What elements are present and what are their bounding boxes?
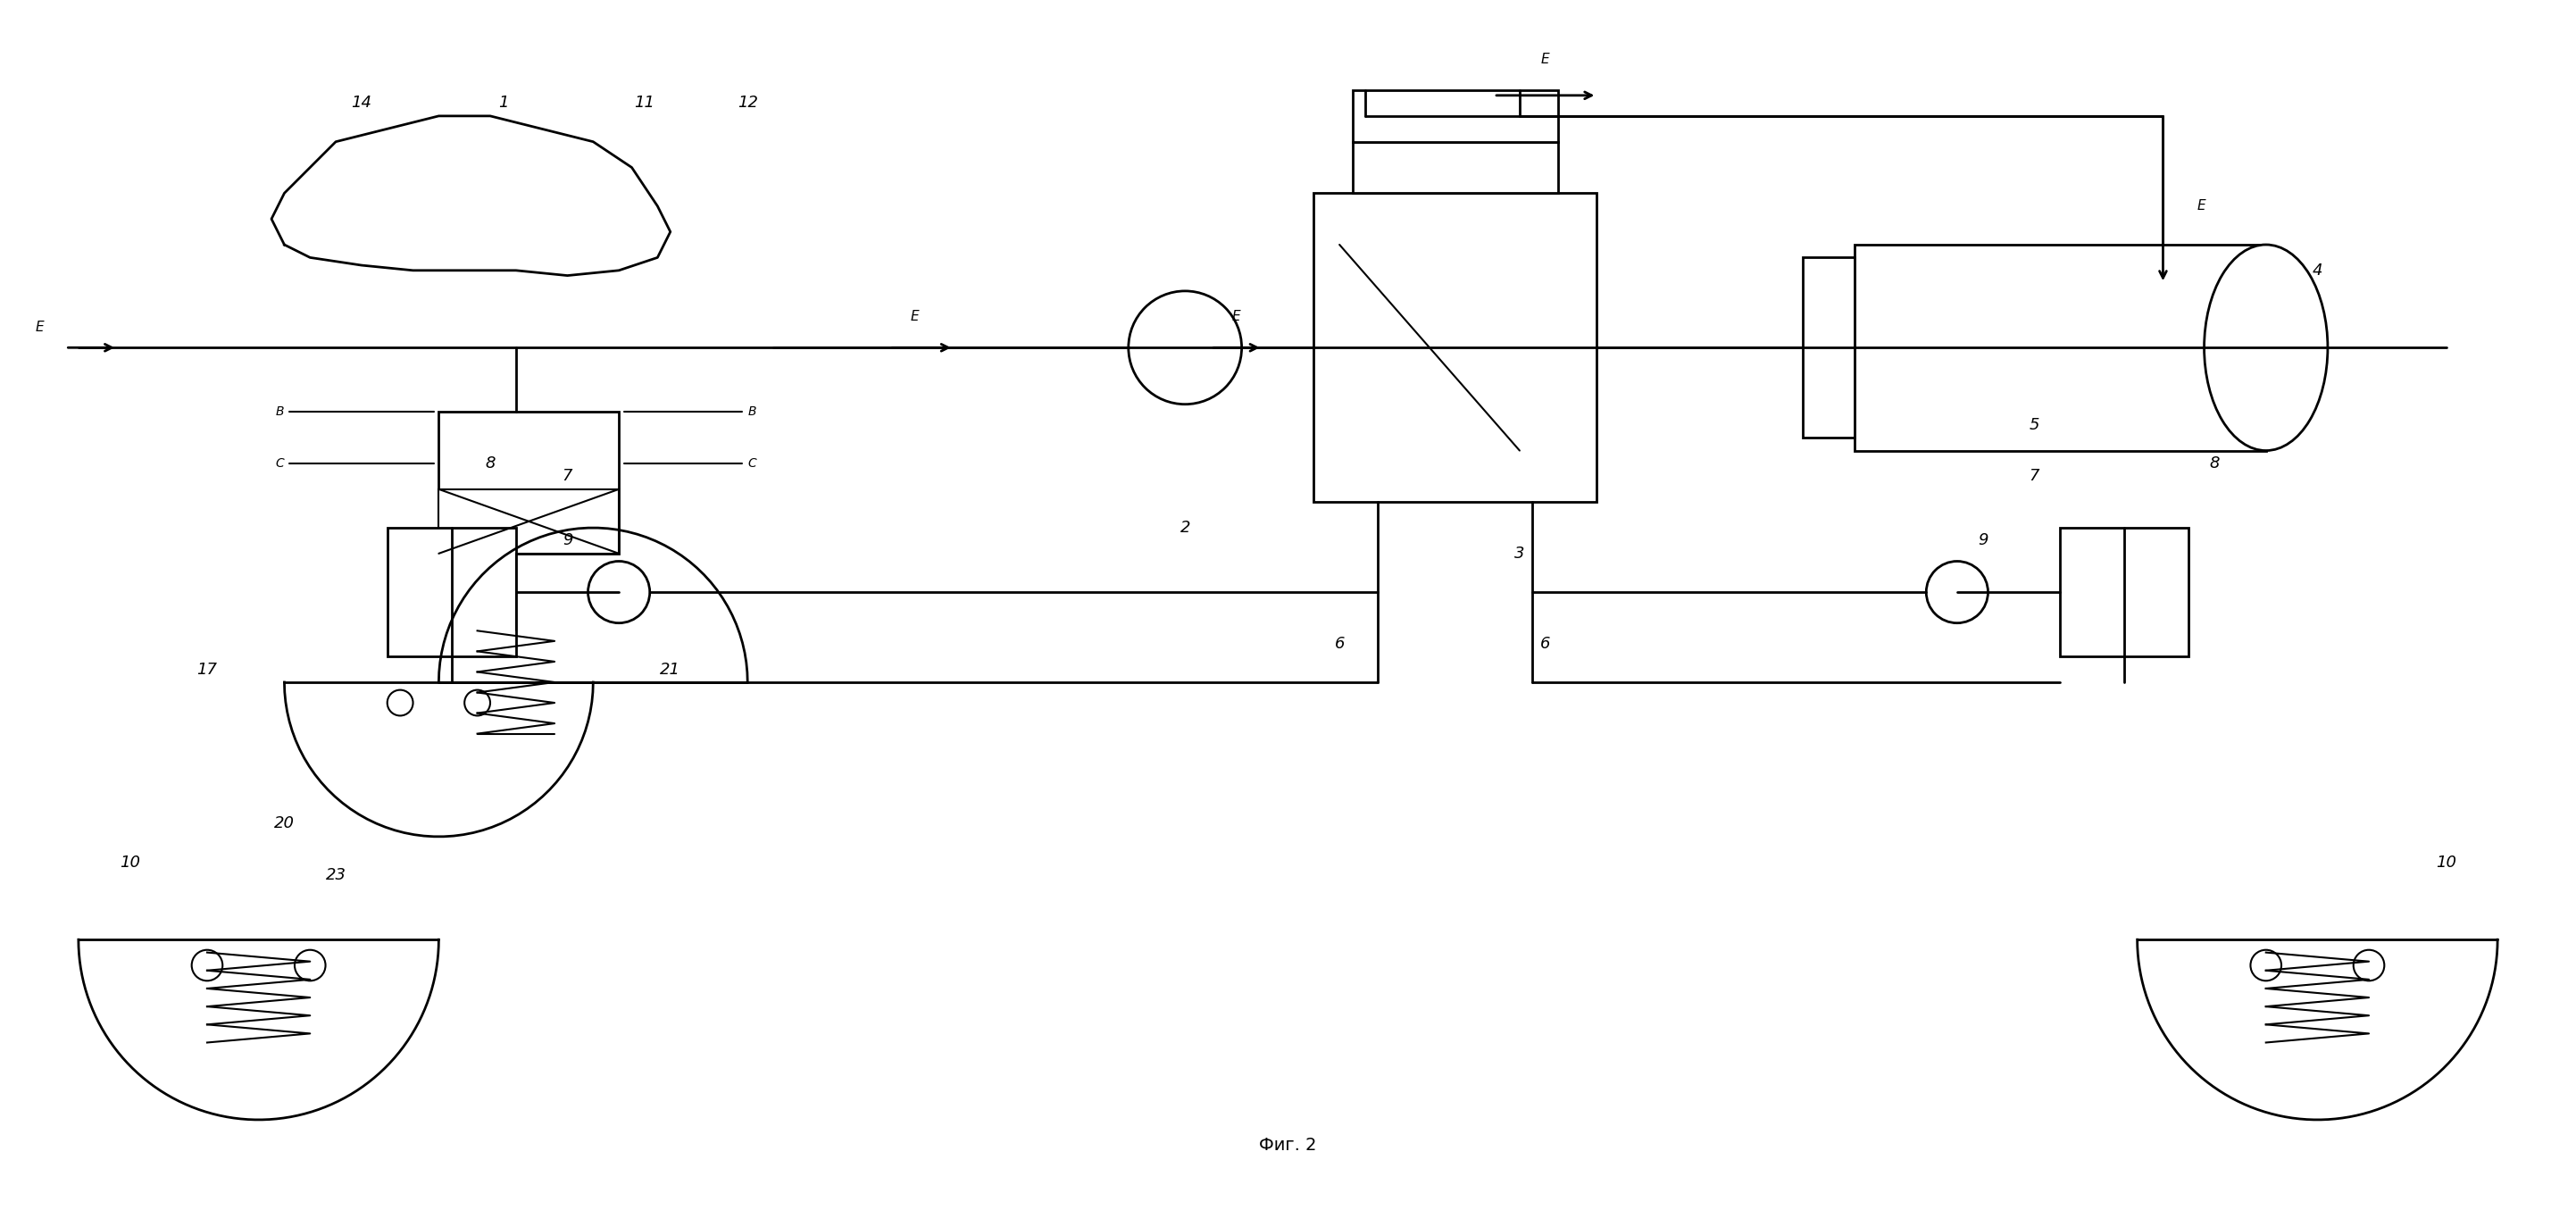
Text: 14: 14 xyxy=(350,96,371,111)
Circle shape xyxy=(1927,561,1989,623)
Text: E: E xyxy=(909,310,920,323)
Text: 8: 8 xyxy=(2210,455,2221,472)
Text: B: B xyxy=(276,405,283,419)
Text: 3: 3 xyxy=(1515,546,1525,561)
Circle shape xyxy=(294,950,325,981)
Bar xyxy=(438,411,618,553)
Circle shape xyxy=(464,690,489,715)
Bar xyxy=(2061,528,2190,657)
Text: E: E xyxy=(36,321,44,334)
Text: 1: 1 xyxy=(497,96,507,111)
Text: E: E xyxy=(1540,53,1551,67)
Text: 10: 10 xyxy=(118,854,139,870)
Text: E: E xyxy=(2197,200,2205,213)
Bar xyxy=(1352,91,1558,142)
Text: 20: 20 xyxy=(273,816,294,831)
Ellipse shape xyxy=(2205,244,2329,450)
Bar xyxy=(386,528,515,657)
Text: 7: 7 xyxy=(2030,468,2040,484)
Text: 2: 2 xyxy=(1180,520,1190,536)
Text: 9: 9 xyxy=(562,532,572,548)
Text: 23: 23 xyxy=(325,868,345,883)
Text: C: C xyxy=(747,457,757,469)
Circle shape xyxy=(2354,950,2385,981)
Text: 5: 5 xyxy=(2030,416,2040,433)
Bar xyxy=(1803,258,1855,438)
Text: B: B xyxy=(747,405,755,419)
Text: 8: 8 xyxy=(484,455,495,472)
Text: 10: 10 xyxy=(2437,854,2458,870)
Text: 11: 11 xyxy=(634,96,654,111)
Bar xyxy=(438,489,618,553)
Circle shape xyxy=(191,950,222,981)
Circle shape xyxy=(2251,950,2282,981)
Bar xyxy=(1314,194,1597,502)
Circle shape xyxy=(386,690,412,715)
Text: 9: 9 xyxy=(1978,532,1989,548)
Text: 7: 7 xyxy=(562,468,572,484)
Text: 4: 4 xyxy=(2313,263,2324,278)
Bar xyxy=(1855,244,2267,450)
Circle shape xyxy=(587,561,649,623)
Text: 6: 6 xyxy=(1540,635,1551,652)
Text: 21: 21 xyxy=(659,662,680,678)
Text: Фиг. 2: Фиг. 2 xyxy=(1260,1137,1316,1154)
Text: C: C xyxy=(276,457,283,469)
Text: E: E xyxy=(1231,310,1242,323)
Bar xyxy=(1352,142,1558,194)
Circle shape xyxy=(1128,290,1242,404)
Text: 12: 12 xyxy=(737,96,757,111)
Text: 6: 6 xyxy=(1334,635,1345,652)
Text: 17: 17 xyxy=(196,662,216,678)
